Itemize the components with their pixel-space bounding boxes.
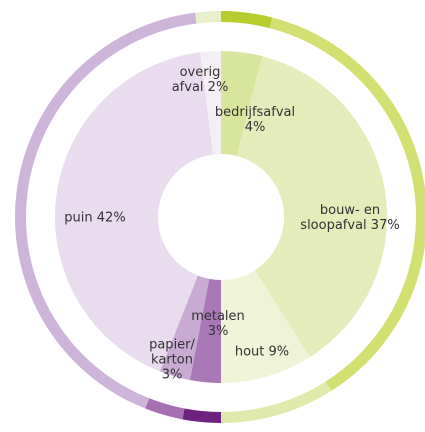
category-name: overig afval bbox=[171, 65, 221, 95]
outer-ring-segment bbox=[145, 398, 185, 420]
value-label: 2% bbox=[207, 80, 229, 95]
category-name: metalen bbox=[191, 309, 245, 324]
donut-segment bbox=[221, 270, 310, 383]
segment-label: metalen 3% bbox=[188, 309, 248, 339]
donut-segment bbox=[221, 51, 263, 156]
category-name: bouw- en sloopafval bbox=[300, 203, 381, 233]
segment-label: puin 42% bbox=[50, 211, 140, 226]
value-label: 4% bbox=[244, 120, 266, 135]
donut-segment bbox=[236, 56, 387, 358]
outer-ring-segment bbox=[195, 11, 221, 24]
outer-ring-segment bbox=[182, 408, 221, 423]
value-label: 42% bbox=[96, 210, 126, 226]
donut-segment bbox=[55, 52, 214, 372]
donut-segment bbox=[159, 275, 210, 381]
outer-ring-segment bbox=[221, 381, 332, 423]
value-label: 3% bbox=[207, 324, 229, 339]
segment-label: overig afval 2% bbox=[170, 65, 230, 95]
value-label: 37% bbox=[370, 218, 400, 233]
segment-label: hout 9% bbox=[227, 345, 297, 360]
donut-segment bbox=[189, 278, 221, 383]
outer-ring-segment bbox=[221, 11, 273, 29]
segment-label: papier/ karton 3% bbox=[147, 338, 197, 383]
donut-segment bbox=[200, 51, 221, 155]
value-label: 3% bbox=[161, 367, 183, 383]
value-label: 9% bbox=[268, 344, 290, 360]
category-name: papier/ karton bbox=[149, 337, 195, 368]
category-name: hout bbox=[234, 344, 265, 360]
outer-ring-segment bbox=[269, 17, 425, 391]
category-name: puin bbox=[64, 210, 93, 226]
category-name: bedrijfsafval bbox=[214, 105, 296, 120]
segment-label: bouw- en sloopafval 37% bbox=[295, 203, 405, 233]
segment-label: bedrijfsafval 4% bbox=[210, 105, 300, 135]
